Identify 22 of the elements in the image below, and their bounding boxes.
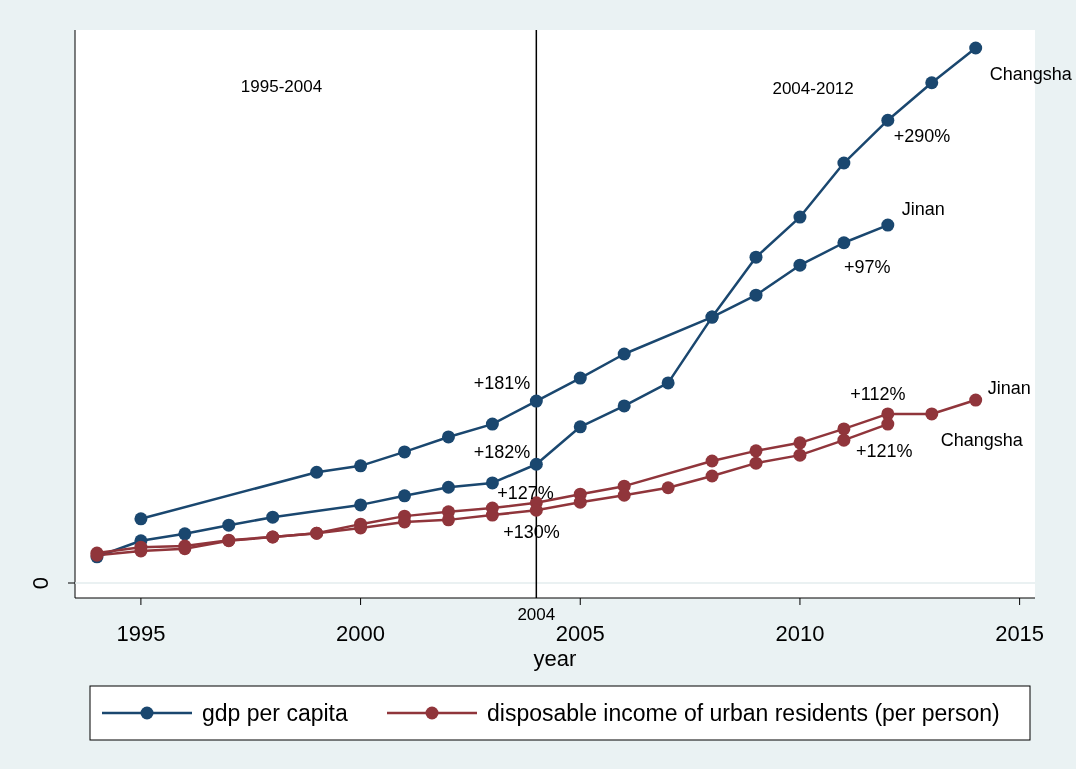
x-tick-label: 2005 xyxy=(555,621,605,646)
x-tick-label: 2015 xyxy=(995,621,1045,646)
legend-label: gdp per capita xyxy=(202,700,348,726)
text: 0 xyxy=(28,576,53,590)
x-axis-title: year xyxy=(533,646,577,671)
annotation: 2004-2012 xyxy=(772,79,854,98)
annotation: +290% xyxy=(893,126,951,147)
annotation: 1995-2004 xyxy=(240,77,323,96)
legend-label: disposable income of urban residents (per person) xyxy=(487,700,1000,726)
x-tick-label: 2010 xyxy=(775,621,825,646)
annotation: +121% xyxy=(855,441,913,462)
annotation: Jinan xyxy=(987,378,1031,399)
annotation: Jinan xyxy=(901,199,945,220)
x-tick-label: 2000 xyxy=(336,621,386,646)
annotation: Changsha xyxy=(940,430,1024,451)
x-tick-label: 1995 xyxy=(116,621,166,646)
annotation: +182% xyxy=(473,442,531,463)
annotation: +181% xyxy=(473,373,531,394)
annotation: Changsha xyxy=(989,64,1073,84)
annotation: +112% xyxy=(850,383,906,404)
ref-line-label: 2004 xyxy=(517,605,556,624)
annotation: +97% xyxy=(843,256,891,277)
